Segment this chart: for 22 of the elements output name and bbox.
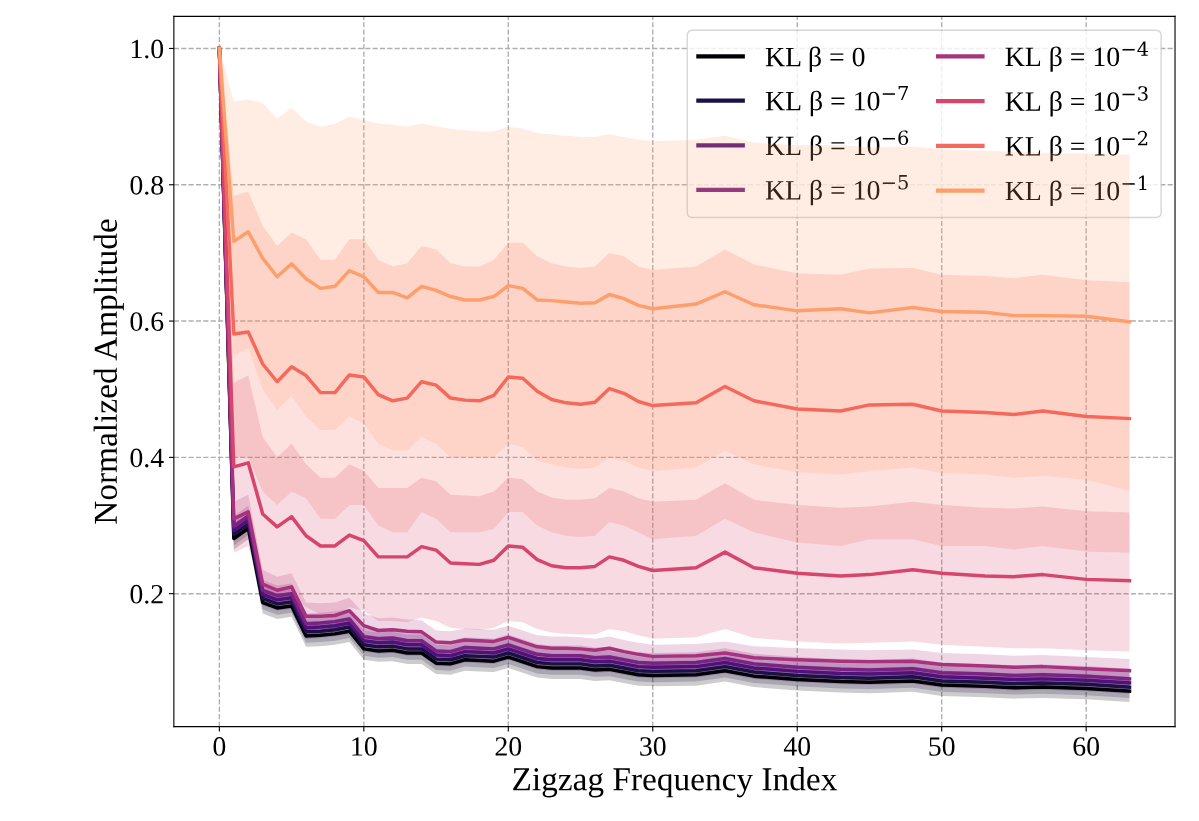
legend-label: KL β = 10$^{−6}$ [765, 130, 909, 161]
x-tick-label: 0 [213, 737, 226, 756]
x-tick-label: 30 [640, 737, 666, 756]
legend-label: KL β = 10$^{−3}$ [1005, 86, 1148, 117]
legend-label: KL β = 10$^{−7}$ [765, 85, 908, 117]
x-axis-title: Zigzag Frequency Index [513, 767, 837, 798]
y-tick-label: 0.2 [130, 584, 163, 604]
legend-label: KL β = 10$^{−4}$ [1005, 41, 1149, 72]
x-tick-label: 50 [929, 737, 955, 756]
legend-label: KL β = 10$^{−2}$ [1005, 130, 1148, 162]
legend-label: KL β = 10$^{−5}$ [765, 175, 908, 206]
legend-label: KL β = 10$^{−1}$ [1005, 175, 1147, 207]
legend-label: KL β = 0 [765, 46, 865, 73]
x-tick-label: 40 [783, 737, 811, 756]
y-tick-label: 0.4 [130, 448, 164, 468]
x-tick-label: 10 [352, 737, 377, 756]
x-tick-label: 60 [1073, 737, 1099, 756]
y-axis-title: Normalized Amplitude [93, 219, 124, 524]
y-tick-label: 1.0 [131, 39, 164, 59]
y-tick-label: 0.8 [130, 175, 164, 195]
y-tick-label: 0.6 [130, 312, 164, 332]
x-tick-label: 20 [495, 737, 522, 756]
